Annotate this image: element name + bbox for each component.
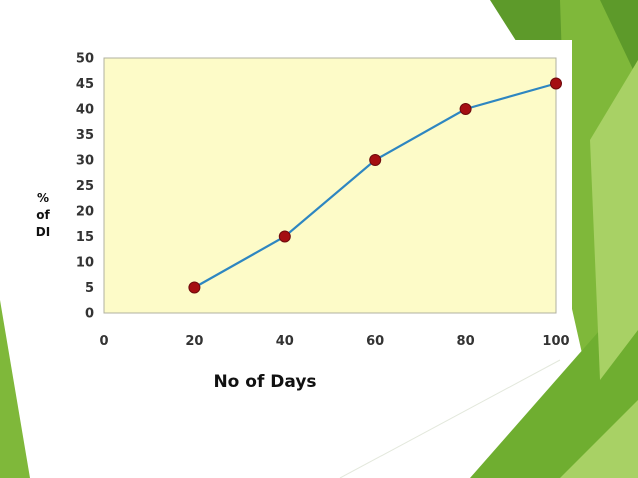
green-shape-left-sliver [0, 300, 30, 478]
y-tick-label: 30 [76, 154, 94, 169]
x-tick-label: 100 [542, 334, 569, 349]
y-axis-label-line-2: of [36, 208, 50, 222]
y-tick-label: 5 [85, 281, 94, 296]
x-tick-labels: 0 20 40 60 80 100 [99, 334, 569, 349]
y-tick-label: 15 [76, 230, 94, 245]
data-point [188, 281, 201, 294]
data-point [550, 77, 562, 90]
green-shape-bottom-right [470, 300, 638, 478]
plot-area [104, 58, 556, 313]
y-tick-label: 10 [76, 256, 94, 271]
green-shape-bottom-pale [560, 400, 638, 478]
y-axis-label: % of DI [30, 190, 56, 241]
green-shape-right-light [590, 60, 638, 380]
x-tick-label: 40 [276, 334, 294, 349]
data-markers [188, 77, 562, 294]
y-axis-label-line-1: % [36, 191, 50, 205]
plot-border [103, 57, 557, 314]
x-tick-label: 80 [457, 334, 475, 349]
data-point [459, 103, 472, 115]
x-tick-label: 20 [185, 334, 203, 349]
thin-line-decoration [339, 359, 561, 478]
y-tick-label: 45 [76, 77, 94, 92]
x-tick-label: 60 [366, 334, 384, 349]
y-tick-label: 35 [76, 128, 94, 143]
x-tick-label: 0 [99, 334, 108, 349]
y-tick-label: 40 [76, 103, 94, 118]
y-tick-labels: 0 5 10 15 20 25 30 35 40 45 50 [76, 52, 94, 322]
y-tick-label: 0 [85, 307, 94, 322]
data-point [369, 154, 382, 166]
y-tick-label: 50 [76, 52, 94, 67]
x-axis-label: No of Days [213, 372, 317, 392]
y-axis-label-line-3: DI [35, 225, 51, 239]
data-point [278, 230, 291, 243]
y-tick-label: 20 [76, 205, 94, 220]
y-tick-label: 25 [76, 179, 94, 194]
